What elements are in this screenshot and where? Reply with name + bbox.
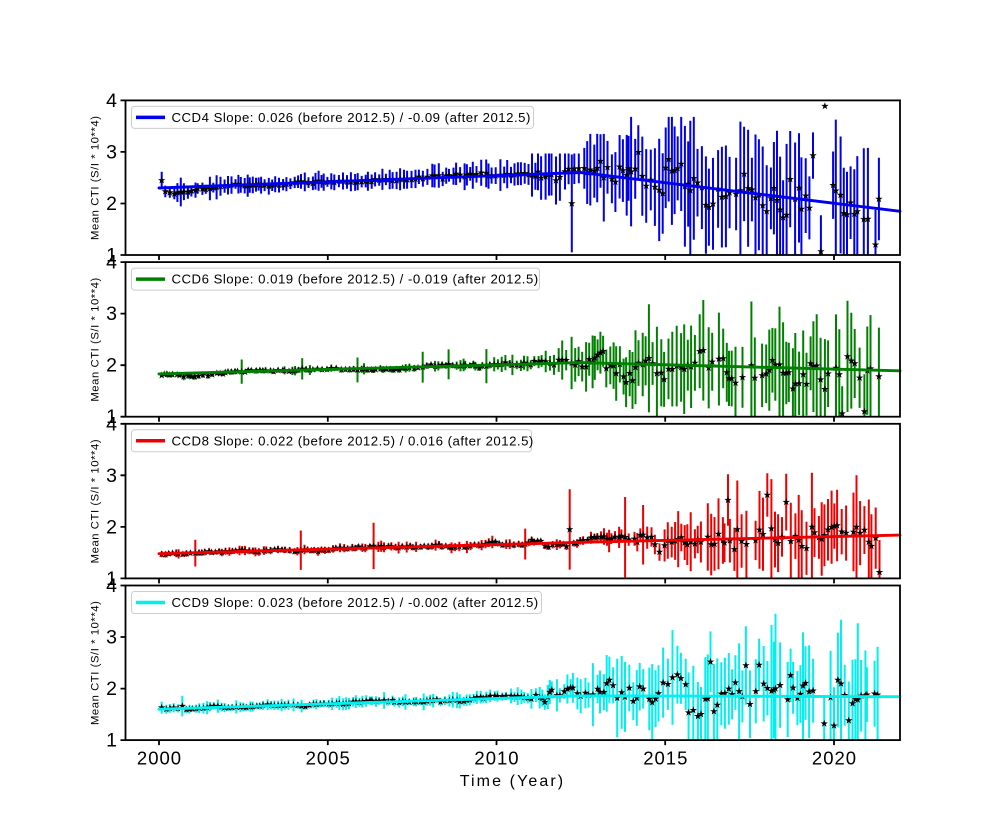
svg-text:2005: 2005	[306, 748, 351, 769]
svg-text:4: 4	[106, 252, 117, 274]
svg-text:Mean CTI (S/I * 10**4): Mean CTI (S/I * 10**4)	[89, 115, 101, 239]
svg-text:Mean CTI (S/I * 10**4): Mean CTI (S/I * 10**4)	[89, 439, 101, 563]
svg-text:Time (Year): Time (Year)	[460, 773, 566, 790]
svg-text:2: 2	[106, 193, 117, 215]
svg-text:CCD4 Slope: 0.026 (before 2012: CCD4 Slope: 0.026 (before 2012.5) / -0.0…	[172, 110, 531, 125]
svg-text:2: 2	[106, 678, 117, 700]
svg-text:1: 1	[106, 730, 117, 752]
svg-text:2: 2	[106, 355, 117, 377]
svg-text:CCD8 Slope: 0.022 (before 2012: CCD8 Slope: 0.022 (before 2012.5) / 0.01…	[172, 433, 534, 448]
svg-text:4: 4	[106, 413, 117, 435]
svg-text:3: 3	[106, 303, 117, 325]
svg-text:3: 3	[106, 465, 117, 487]
svg-text:Mean CTI (S/I * 10**4): Mean CTI (S/I * 10**4)	[89, 601, 101, 725]
svg-text:2015: 2015	[643, 748, 688, 769]
svg-text:3: 3	[106, 141, 117, 163]
svg-text:4: 4	[106, 575, 117, 597]
svg-text:1: 1	[106, 568, 117, 590]
svg-text:1: 1	[106, 406, 117, 428]
svg-text:2010: 2010	[474, 748, 519, 769]
svg-text:1: 1	[106, 245, 117, 267]
svg-text:2000: 2000	[137, 748, 182, 769]
svg-text:3: 3	[106, 627, 117, 649]
svg-text:Mean CTI (S/I * 10**4): Mean CTI (S/I * 10**4)	[89, 277, 101, 401]
svg-text:2: 2	[106, 516, 117, 538]
svg-text:CCD9 Slope: 0.023 (before 2012: CCD9 Slope: 0.023 (before 2012.5) / -0.0…	[172, 595, 539, 610]
svg-text:CCD6 Slope: 0.019 (before 2012: CCD6 Slope: 0.019 (before 2012.5) / -0.0…	[172, 272, 539, 287]
svg-text:2020: 2020	[812, 748, 857, 769]
svg-text:4: 4	[106, 90, 117, 112]
